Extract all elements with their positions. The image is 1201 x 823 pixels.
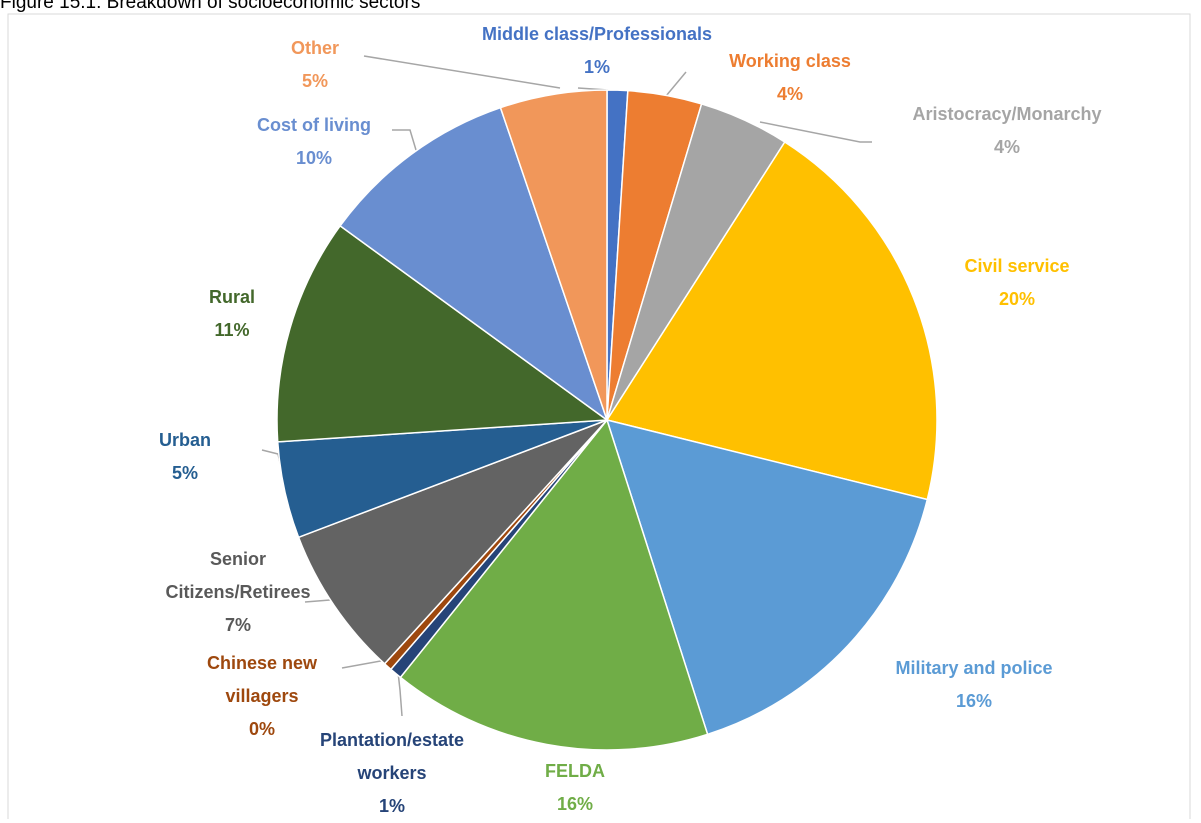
slice-value-label: 0% xyxy=(248,719,275,739)
leader-line xyxy=(363,55,561,89)
slice-label: Cost of living xyxy=(257,115,371,135)
slice-label: Senior Citizens/Retirees xyxy=(165,549,311,602)
slice-value-label: 16% xyxy=(556,794,594,814)
pie-slice xyxy=(605,140,938,501)
pie-slice xyxy=(276,224,610,443)
chart-title: Figure 15.1: Breakdown of socioeconomic … xyxy=(0,0,421,13)
slice-label: Working class xyxy=(729,51,851,71)
slice-value-label: 10% xyxy=(295,148,333,168)
slice-label: Civil service xyxy=(964,256,1070,276)
slice-value-label: 20% xyxy=(998,289,1036,309)
leader-line xyxy=(397,671,403,717)
slice-label: Rural xyxy=(208,287,255,307)
pie-slice xyxy=(399,418,709,751)
pie-slice xyxy=(297,419,608,665)
slice-value-label: 11% xyxy=(214,320,250,340)
slice-value-label: 16% xyxy=(955,691,993,711)
slice-value-label: 4% xyxy=(993,137,1020,157)
slice-label: Urban xyxy=(158,430,211,450)
slice-label: Middle class/Professionals xyxy=(481,24,713,44)
slice-value-label: 7% xyxy=(224,615,251,635)
slice-label: Chinese new villagers xyxy=(206,653,318,706)
leader-line xyxy=(304,599,331,603)
chart-border xyxy=(7,13,1191,819)
slice-value-label: 1% xyxy=(583,57,610,77)
leader-line xyxy=(341,659,387,669)
slice-value-label: 5% xyxy=(301,71,328,91)
pie-slice xyxy=(605,418,929,736)
slice-label: FELDA xyxy=(545,761,605,781)
slice-label: Military and police xyxy=(895,658,1053,678)
slice-label: Plantation/estate workers xyxy=(319,730,465,783)
slice-value-label: 5% xyxy=(171,463,198,483)
leader-line xyxy=(759,121,872,143)
slice-value-label: 4% xyxy=(776,84,803,104)
slice-value-label: 1% xyxy=(378,796,405,816)
pie-slice xyxy=(499,89,608,421)
leader-line xyxy=(392,129,417,151)
leader-line xyxy=(665,71,687,97)
slice-label: Other xyxy=(290,38,339,58)
pie-slice xyxy=(339,106,609,423)
slice-label: Aristocracy/Monarchy xyxy=(912,104,1102,124)
